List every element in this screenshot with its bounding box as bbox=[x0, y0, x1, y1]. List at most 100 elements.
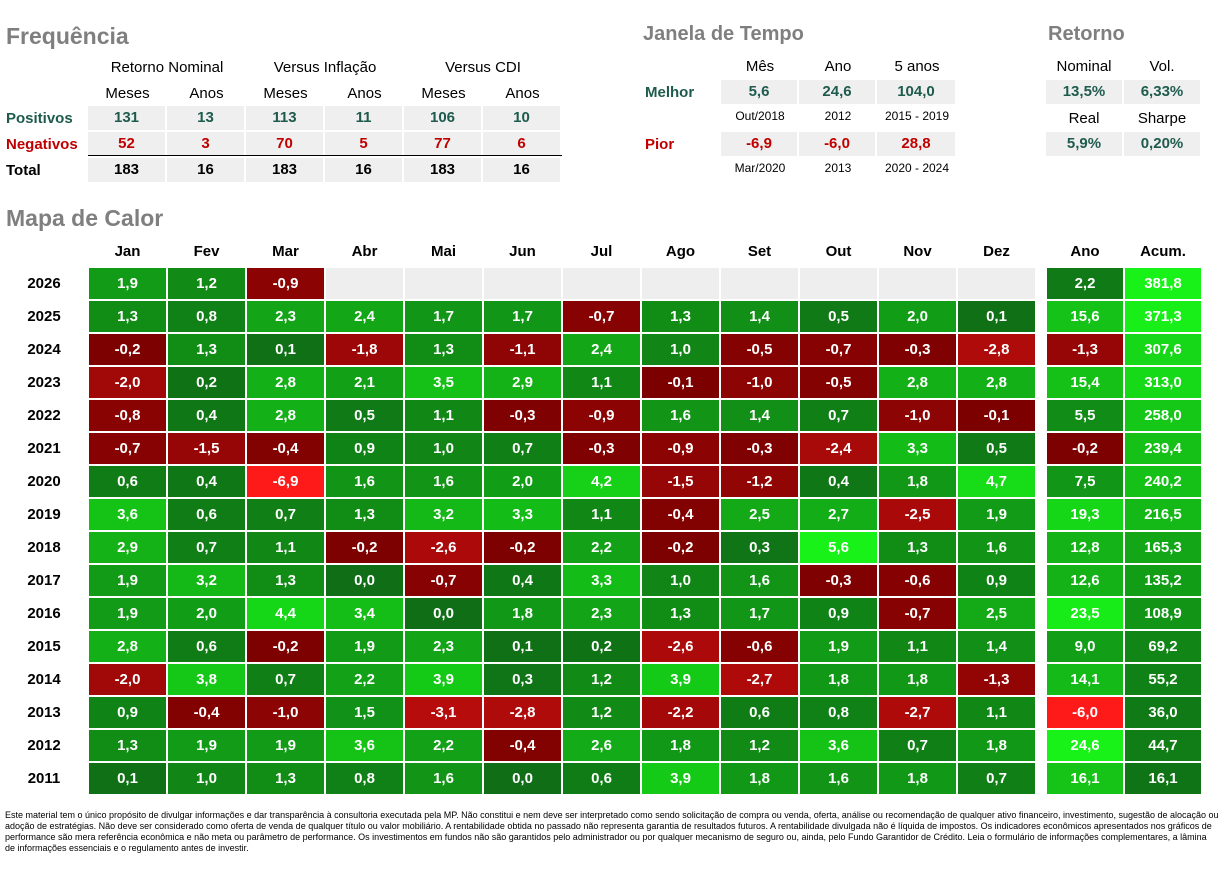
heat-cell: 1,9 bbox=[167, 729, 246, 762]
heat-cell: 0,1 bbox=[483, 630, 562, 663]
heat-cell: 1,8 bbox=[720, 762, 799, 795]
heat-cell: -0,5 bbox=[720, 333, 799, 366]
heat-cell: -1,0 bbox=[878, 399, 957, 432]
heat-cell: 0,1 bbox=[246, 333, 325, 366]
pior-ano-period: 2013 bbox=[824, 161, 852, 175]
acum-cell: 108,9 bbox=[1124, 597, 1202, 630]
heat-cell: 0,7 bbox=[167, 531, 246, 564]
heat-cell bbox=[325, 267, 404, 300]
heat-cell bbox=[483, 267, 562, 300]
heat-cell: -0,2 bbox=[325, 531, 404, 564]
year-label: 2023 bbox=[27, 374, 61, 391]
janela-header-mes: Mês bbox=[745, 58, 775, 75]
heat-cell: 1,4 bbox=[720, 399, 799, 432]
heat-cell bbox=[720, 267, 799, 300]
heat-cell: 1,2 bbox=[562, 696, 641, 729]
heat-cell: 0,1 bbox=[88, 762, 167, 795]
acum-cell: 216,5 bbox=[1124, 498, 1202, 531]
heat-cell: 0,2 bbox=[167, 366, 246, 399]
year-label: 2024 bbox=[27, 341, 61, 358]
heat-cell: 2,7 bbox=[799, 498, 878, 531]
heat-cell: 1,6 bbox=[799, 762, 878, 795]
heat-cell: 1,7 bbox=[720, 597, 799, 630]
month-header-mai: Mai bbox=[430, 243, 456, 260]
heat-cell: 1,3 bbox=[878, 531, 957, 564]
heat-cell: 0,4 bbox=[167, 465, 246, 498]
ano-cell: 15,4 bbox=[1046, 366, 1124, 399]
heat-cell: 1,4 bbox=[720, 300, 799, 333]
acum-cell: 258,0 bbox=[1124, 399, 1202, 432]
heat-cell: 1,0 bbox=[641, 564, 720, 597]
heat-cell: -0,7 bbox=[404, 564, 483, 597]
subheader-anos: Anos bbox=[505, 85, 540, 102]
melhor-5anos-value: 104,0 bbox=[877, 80, 955, 104]
pior-ano-value: -6,0 bbox=[799, 132, 875, 156]
heat-cell: 1,9 bbox=[88, 267, 167, 300]
heatmap-title: Mapa de Calor bbox=[6, 205, 164, 231]
heat-cell: -0,9 bbox=[562, 399, 641, 432]
year-label: 2017 bbox=[27, 572, 61, 589]
year-label: 2022 bbox=[27, 407, 61, 424]
ano-cell: -1,3 bbox=[1046, 333, 1124, 366]
heat-cell: 2,3 bbox=[246, 300, 325, 333]
row-label-negativos: Negativos bbox=[6, 136, 78, 153]
heat-cell: 1,5 bbox=[325, 696, 404, 729]
freq-positivos-cell: 113 bbox=[246, 106, 323, 130]
heat-cell: 0,3 bbox=[720, 531, 799, 564]
year-label: 2016 bbox=[27, 605, 61, 622]
janela-label-pior: Pior bbox=[645, 136, 675, 153]
heat-cell: -3,1 bbox=[404, 696, 483, 729]
month-header-jul: Jul bbox=[590, 243, 613, 260]
freq-total-cell: 16 bbox=[325, 158, 402, 182]
acum-cell: 381,8 bbox=[1124, 267, 1202, 300]
month-header-fev: Fev bbox=[193, 243, 220, 260]
heat-cell: 1,3 bbox=[325, 498, 404, 531]
group-header-nominal: Retorno Nominal bbox=[110, 59, 224, 76]
year-label: 2020 bbox=[27, 473, 61, 490]
heat-cell: 1,6 bbox=[404, 762, 483, 795]
heat-cell: 0,7 bbox=[878, 729, 957, 762]
heat-cell: -2,6 bbox=[404, 531, 483, 564]
heat-cell: 0,7 bbox=[246, 663, 325, 696]
ano-cell: 12,6 bbox=[1046, 564, 1124, 597]
month-header-set: Set bbox=[747, 243, 772, 260]
freq-negativos-cell: 3 bbox=[167, 132, 244, 156]
acum-cell: 44,7 bbox=[1124, 729, 1202, 762]
heat-cell: -2,6 bbox=[641, 630, 720, 663]
heat-cell: 1,3 bbox=[246, 762, 325, 795]
ano-cell: 5,5 bbox=[1046, 399, 1124, 432]
heat-cell: 3,5 bbox=[404, 366, 483, 399]
heat-cell: 2,2 bbox=[562, 531, 641, 564]
heat-cell: 1,9 bbox=[88, 597, 167, 630]
heat-cell: 2,2 bbox=[404, 729, 483, 762]
pior-mes-value: -6,9 bbox=[721, 132, 797, 156]
heat-cell: 1,8 bbox=[957, 729, 1036, 762]
heat-cell: 1,1 bbox=[878, 630, 957, 663]
heat-cell: 1,0 bbox=[641, 333, 720, 366]
heat-cell: -0,7 bbox=[799, 333, 878, 366]
heat-cell: 2,5 bbox=[720, 498, 799, 531]
melhor-ano-period: 2012 bbox=[824, 109, 852, 123]
heat-cell: -0,7 bbox=[88, 432, 167, 465]
heat-cell: 1,1 bbox=[562, 498, 641, 531]
month-header-jun: Jun bbox=[509, 243, 536, 260]
heat-cell: 2,0 bbox=[878, 300, 957, 333]
heat-cell: 1,3 bbox=[246, 564, 325, 597]
heat-cell: -0,3 bbox=[562, 432, 641, 465]
acum-cell: 313,0 bbox=[1124, 366, 1202, 399]
ano-cell: 23,5 bbox=[1046, 597, 1124, 630]
heat-cell: 2,0 bbox=[483, 465, 562, 498]
heat-cell: -0,1 bbox=[641, 366, 720, 399]
heat-cell: 1,9 bbox=[88, 564, 167, 597]
heat-cell: -0,1 bbox=[957, 399, 1036, 432]
heat-cell: 4,4 bbox=[246, 597, 325, 630]
heat-cell: 1,8 bbox=[878, 465, 957, 498]
melhor-mes-value: 5,6 bbox=[721, 80, 797, 104]
retorno-sharpe-value: 0,20% bbox=[1124, 132, 1200, 156]
heat-cell: 4,2 bbox=[562, 465, 641, 498]
heat-cell: -0,2 bbox=[246, 630, 325, 663]
heat-cell: 0,6 bbox=[720, 696, 799, 729]
acum-cell: 36,0 bbox=[1124, 696, 1202, 729]
heat-cell: 1,3 bbox=[641, 597, 720, 630]
row-label-total: Total bbox=[6, 162, 41, 179]
